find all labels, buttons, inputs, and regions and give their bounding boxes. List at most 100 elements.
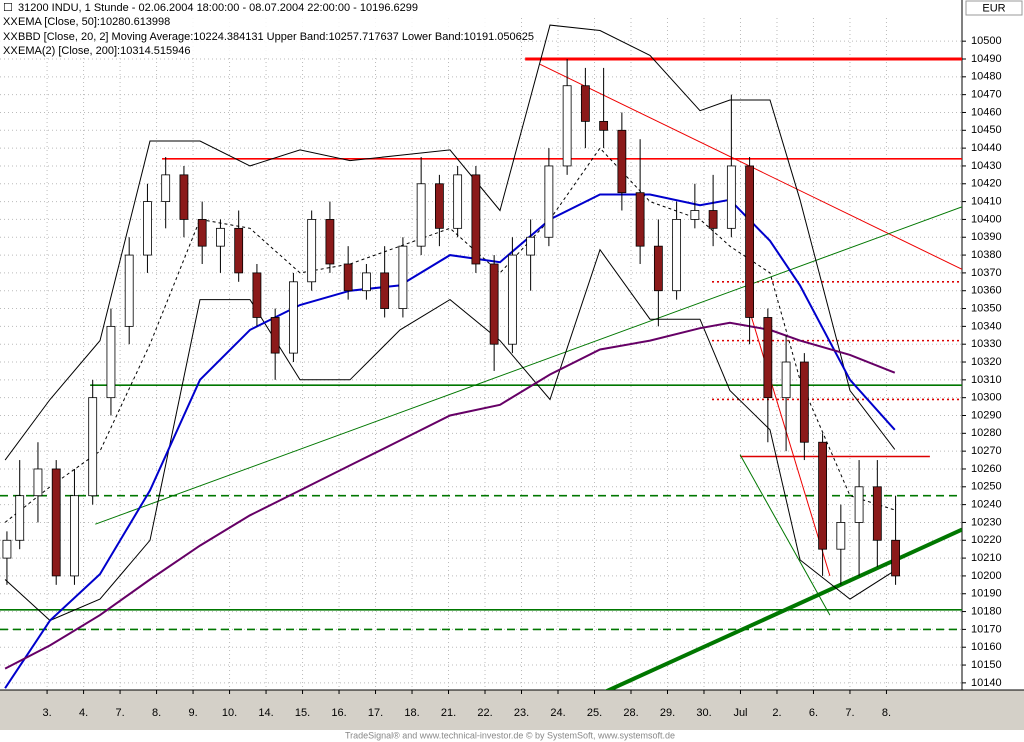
legend-icon: XX	[3, 31, 18, 43]
y-tick-label: 10340	[971, 320, 1002, 332]
candle-body	[489, 263, 499, 345]
legend-entry: EMA [Close, 50]:10280.613998	[18, 16, 170, 28]
x-tick-label: 4.	[79, 707, 88, 719]
x-tick-label: 24.	[550, 707, 565, 719]
y-tick-label: 10470	[971, 89, 1002, 101]
candle-body	[653, 245, 663, 292]
candle-body	[471, 174, 481, 265]
x-axis-band	[0, 690, 1024, 730]
y-tick-label: 10280	[971, 427, 1002, 439]
candle-body	[799, 361, 809, 443]
y-tick-label: 10450	[971, 124, 1002, 136]
y-tick-label: 10420	[971, 178, 1002, 190]
y-tick-label: 10180	[971, 605, 1002, 617]
y-tick-label: 10190	[971, 588, 1002, 600]
x-tick-label: 10.	[222, 707, 237, 719]
y-tick-label: 10410	[971, 196, 1002, 208]
candle-body	[763, 317, 773, 399]
legend-entry: BBD [Close, 20, 2] Moving Average:10224.…	[18, 31, 534, 43]
candle-body	[635, 192, 645, 247]
candle-body	[234, 227, 244, 274]
legend-entry: EMA(2) [Close, 200]:10314.515946	[18, 45, 190, 57]
candle-body	[124, 254, 134, 327]
y-tick-label: 10250	[971, 481, 1002, 493]
y-tick-label: 10480	[971, 71, 1002, 83]
legend: ☐ 31200 INDU, 1 Stunde - 02.06.2004 18:0…	[0, 0, 534, 58]
x-tick-label: 7.	[115, 707, 124, 719]
legend-icon: XX	[3, 45, 18, 57]
trend-line	[604, 527, 962, 690]
trend-line	[739, 454, 831, 616]
candle-body	[745, 165, 755, 318]
y-tick-label: 10490	[971, 53, 1002, 65]
candle-body	[434, 183, 444, 229]
y-tick-label: 10230	[971, 516, 1002, 528]
y-tick-label: 10290	[971, 409, 1002, 421]
candle-body	[197, 219, 207, 247]
candle-body	[343, 263, 353, 292]
y-tick-label: 10320	[971, 356, 1002, 368]
x-tick-label: 25.	[587, 707, 602, 719]
candle-body	[70, 495, 79, 577]
candle-body	[872, 486, 882, 541]
x-tick-label: 15.	[295, 707, 310, 719]
candle-body	[891, 539, 900, 577]
y-tick-label: 10240	[971, 499, 1002, 511]
x-tick-label: 8.	[152, 707, 161, 719]
candle-body	[562, 85, 572, 167]
y-tick-label: 10210	[971, 552, 1002, 564]
candle-body	[216, 227, 225, 247]
x-tick-label: 6.	[809, 707, 818, 719]
candle-body	[726, 165, 736, 229]
legend-icon: ☐	[3, 2, 13, 14]
candle-body	[544, 165, 554, 238]
x-tick-label: 3.	[42, 707, 51, 719]
y-tick-label: 10500	[971, 35, 1002, 47]
candle-body	[672, 219, 682, 292]
footer: TradeSignal® and www.technical-investor.…	[345, 730, 675, 740]
trend-line	[747, 304, 831, 577]
candle-body	[781, 361, 791, 399]
trend-line	[95, 206, 962, 525]
y-tick-label: 10330	[971, 338, 1002, 350]
candle-body	[580, 85, 590, 122]
candle-body	[179, 174, 189, 220]
x-tick-label: 22.	[477, 707, 492, 719]
candle-body	[380, 272, 390, 309]
candle-body	[599, 120, 609, 131]
y-tick-label: 10350	[971, 302, 1002, 314]
y-tick-label: 10390	[971, 231, 1002, 243]
y-tick-label: 10370	[971, 267, 1002, 279]
candle-body	[854, 486, 864, 523]
candle-body	[106, 325, 116, 399]
candle-body	[33, 468, 43, 497]
x-tick-label: 2.	[772, 707, 781, 719]
candle-body	[836, 522, 846, 550]
grid	[0, 18, 962, 690]
candle-body	[143, 201, 152, 256]
candle-body	[690, 210, 700, 220]
y-tick-label: 10160	[971, 641, 1002, 653]
chart-title: 31200 INDU, 1 Stunde - 02.06.2004 18:00:…	[18, 2, 418, 14]
y-tick-label: 10380	[971, 249, 1002, 261]
x-tick-label: 17.	[368, 707, 383, 719]
y-tick-label: 10150	[971, 659, 1002, 671]
candle-body	[362, 272, 371, 292]
candle-body	[270, 317, 280, 354]
candle-body	[526, 236, 536, 256]
x-tick-label: Jul	[733, 707, 747, 719]
candle-body	[708, 210, 718, 229]
moving-average	[4, 321, 896, 670]
candle-body	[51, 468, 61, 577]
x-tick-label: 28.	[623, 707, 638, 719]
candle-body	[325, 219, 335, 265]
candle-body	[15, 495, 25, 541]
x-tick-label: 8.	[882, 707, 891, 719]
y-tick-label: 10310	[971, 374, 1002, 386]
y-tick-label: 10140	[971, 677, 1002, 689]
y-tick-label: 10360	[971, 285, 1002, 297]
candle-body	[252, 272, 262, 318]
currency: EUR	[982, 2, 1005, 14]
